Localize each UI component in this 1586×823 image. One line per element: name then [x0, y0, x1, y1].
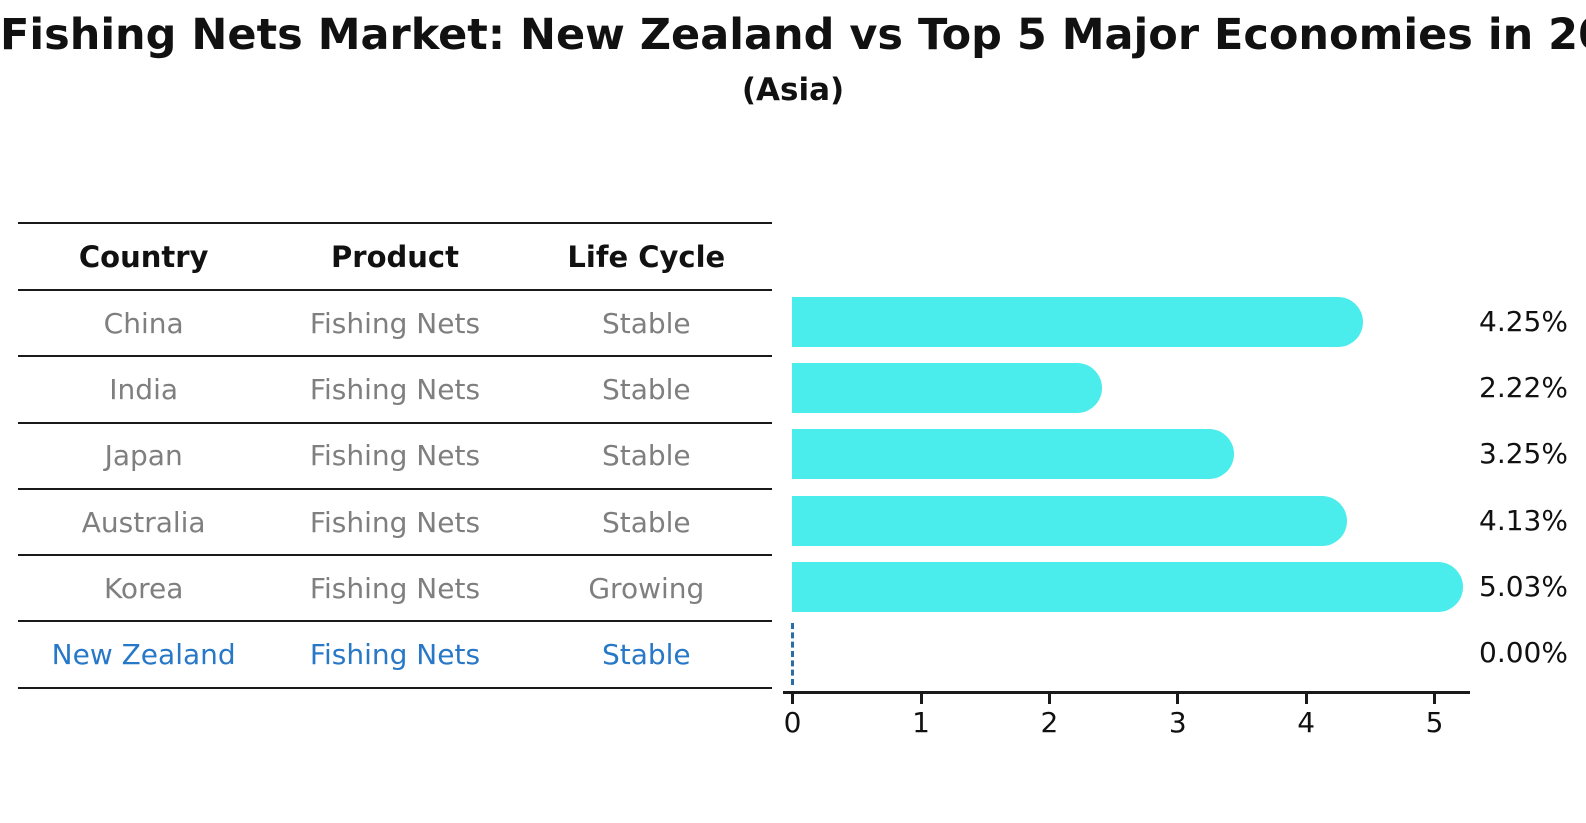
table-cell-country: Australia — [81, 505, 206, 539]
chart-title: Fishing Nets Market: New Zealand vs Top … — [0, 10, 1586, 60]
bar-japan — [792, 429, 1235, 480]
table-row: Korea Fishing Nets Growing — [18, 556, 772, 623]
x-axis-tick-0 — [791, 694, 795, 704]
table-cell-country: China — [103, 306, 184, 340]
x-axis-tick-2 — [1047, 694, 1051, 704]
bar-korea — [792, 561, 1463, 612]
value-label-china: 4.25% — [1479, 304, 1568, 338]
table-cell-country: New Zealand — [51, 638, 236, 672]
table-row: Australia Fishing Nets Stable — [18, 490, 772, 557]
x-axis-tick-1 — [919, 694, 923, 704]
table-cell-life-cycle: Stable — [601, 372, 691, 406]
zero-value-dashed-marker — [791, 623, 794, 686]
chart-subtitle: (Asia) — [741, 72, 845, 108]
table-header-row: Country Product Life Cycle — [18, 224, 772, 291]
value-label-new-zealand: 0.00% — [1479, 636, 1568, 670]
x-axis-tick-label-3: 3 — [1168, 706, 1187, 739]
table-body: China Fishing Nets Stable India Fishing … — [18, 291, 772, 689]
x-axis-tick-label-5: 5 — [1425, 706, 1444, 739]
x-axis-line — [783, 691, 1470, 694]
value-label-korea: 5.03% — [1479, 569, 1568, 603]
x-axis-tick-label-0: 0 — [783, 706, 802, 739]
bar-australia — [792, 495, 1348, 546]
value-label-india: 2.22% — [1479, 370, 1568, 404]
table-cell-life-cycle: Stable — [601, 638, 691, 672]
table-cell-country: Korea — [103, 571, 184, 605]
table-row: China Fishing Nets Stable — [18, 291, 772, 358]
value-label-australia: 4.13% — [1479, 503, 1568, 537]
table-cell-life-cycle: Growing — [588, 571, 705, 605]
table-cell-life-cycle: Stable — [601, 505, 691, 539]
column-header-country: Country — [78, 239, 209, 274]
table-cell-product: Fishing Nets — [309, 439, 481, 473]
table-cell-country: Japan — [104, 439, 183, 473]
table-cell-life-cycle: Stable — [601, 439, 691, 473]
country-table: Country Product Life Cycle China Fishing… — [18, 222, 772, 689]
x-axis-tick-3 — [1176, 694, 1180, 704]
table-row: India Fishing Nets Stable — [18, 357, 772, 424]
table-cell-product: Fishing Nets — [309, 306, 481, 340]
table-cell-life-cycle: Stable — [601, 306, 691, 340]
table-cell-product: Fishing Nets — [309, 638, 481, 672]
column-header-product: Product — [331, 239, 459, 274]
table-row: Japan Fishing Nets Stable — [18, 424, 772, 490]
table-cell-country: India — [109, 372, 179, 406]
value-label-japan: 3.25% — [1479, 437, 1568, 471]
column-header-life-cycle: Life Cycle — [567, 239, 726, 274]
table-row: New Zealand Fishing Nets Stable — [18, 622, 772, 689]
table-cell-product: Fishing Nets — [309, 505, 481, 539]
bar-india — [792, 362, 1102, 413]
x-axis-tick-label-1: 1 — [912, 706, 930, 739]
table-cell-product: Fishing Nets — [309, 571, 481, 605]
table-cell-product: Fishing Nets — [309, 372, 481, 406]
x-axis-tick-label-4: 4 — [1297, 706, 1316, 739]
x-axis-tick-4 — [1304, 694, 1308, 704]
x-axis-tick-label-2: 2 — [1040, 706, 1059, 739]
x-axis-tick-5 — [1433, 694, 1437, 704]
bar-china — [792, 296, 1363, 347]
